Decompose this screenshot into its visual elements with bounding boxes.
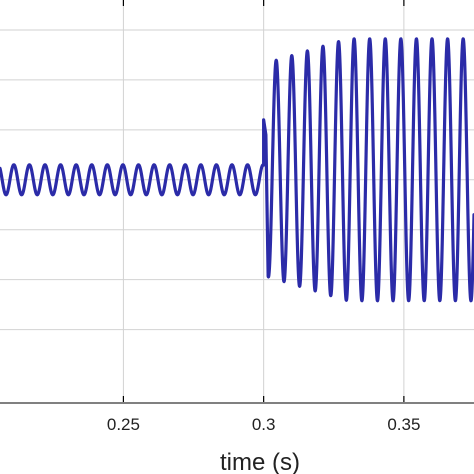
x-axis-label: time (s) <box>220 449 300 474</box>
series-line <box>0 37 474 303</box>
x-tick-label: 0.25 <box>107 415 140 434</box>
x-tick-labels: 0.25 0.3 0.35 <box>107 415 421 434</box>
x-tick-label: 0.3 <box>252 415 276 434</box>
x-tick-label: 0.35 <box>387 415 420 434</box>
x-ticks <box>122 0 405 402</box>
plot-frame <box>0 402 474 404</box>
